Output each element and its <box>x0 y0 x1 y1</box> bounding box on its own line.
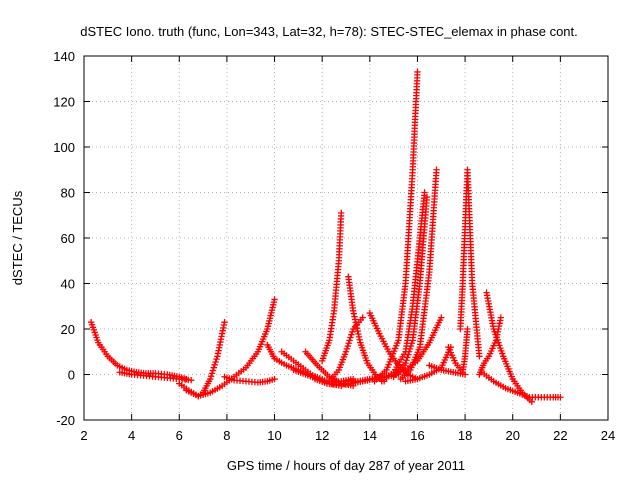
data-point <box>438 314 445 321</box>
data-point <box>464 325 471 333</box>
data-point <box>359 314 366 321</box>
data-point <box>476 353 483 360</box>
data-series <box>116 369 195 384</box>
data-point <box>557 394 564 401</box>
data-point <box>349 307 357 314</box>
data-point <box>345 340 352 347</box>
data-point <box>407 342 415 350</box>
data-point <box>211 361 218 369</box>
x-tick-label: 24 <box>601 428 615 443</box>
data-point <box>405 348 413 355</box>
y-axis: -20 0 20 40 60 80 100 120 140 <box>53 49 608 428</box>
data-series <box>457 166 483 360</box>
data-point <box>423 193 431 201</box>
data-series <box>397 166 440 383</box>
data-point <box>343 345 351 353</box>
data-series <box>183 296 278 400</box>
data-series <box>371 68 421 385</box>
data-series <box>326 314 366 385</box>
data-point <box>414 68 421 76</box>
data-series <box>221 373 278 386</box>
data-series <box>478 369 564 401</box>
x-tick-label: 16 <box>410 428 424 443</box>
data-series <box>390 193 431 380</box>
data-point <box>405 351 412 358</box>
x-axis: 2 4 6 8 10 12 14 16 18 20 22 24 <box>80 56 615 443</box>
data-point <box>344 342 351 350</box>
data-point <box>212 358 219 366</box>
x-axis-label: GPS time / hours of day 287 of year 2011 <box>227 458 465 473</box>
data-point <box>338 209 345 217</box>
y-tick-label: -20 <box>56 413 75 428</box>
data-point <box>271 375 278 383</box>
y-tick-label: 120 <box>53 95 75 110</box>
data-point <box>404 354 411 361</box>
data-point <box>221 318 228 326</box>
data-point <box>346 337 353 344</box>
y-tick-label: 80 <box>61 186 75 201</box>
x-tick-label: 22 <box>553 428 567 443</box>
data-point <box>497 314 505 321</box>
data-series <box>445 325 471 376</box>
x-tick-label: 20 <box>505 428 519 443</box>
data-point <box>208 370 216 377</box>
data-point <box>207 373 215 380</box>
data-series <box>378 189 428 385</box>
data-point <box>348 331 355 338</box>
data-point <box>209 367 217 374</box>
data-points <box>87 68 564 405</box>
data-point <box>347 334 354 341</box>
data-point <box>402 359 409 367</box>
data-point <box>207 375 214 383</box>
chart-title: dSTEC Iono. truth (func, Lon=343, Lat=32… <box>80 24 578 39</box>
y-tick-label: 100 <box>53 140 75 155</box>
y-tick-label: 140 <box>53 49 75 64</box>
x-tick-label: 18 <box>458 428 472 443</box>
y-tick-label: 60 <box>61 231 75 246</box>
data-point <box>271 296 278 303</box>
data-point <box>187 376 195 384</box>
plot-frame <box>83 55 609 421</box>
data-series <box>483 289 535 405</box>
y-tick-label: 40 <box>61 277 75 292</box>
data-point <box>403 357 410 364</box>
data-point <box>433 166 440 173</box>
y-tick-label: 20 <box>61 322 75 337</box>
data-point <box>213 355 220 363</box>
data-series <box>318 209 345 365</box>
x-tick-label: 14 <box>363 428 377 443</box>
data-point <box>408 340 415 347</box>
data-point <box>421 189 428 196</box>
y-axis-label: dSTEC / TECUs <box>10 190 25 285</box>
x-tick-label: 8 <box>223 428 230 443</box>
grid <box>84 56 608 420</box>
data-point <box>342 348 350 355</box>
data-point <box>406 345 414 353</box>
x-tick-label: 10 <box>267 428 281 443</box>
data-point <box>210 364 218 371</box>
x-tick-label: 12 <box>315 428 329 443</box>
y-tick-label: 0 <box>68 368 75 383</box>
x-tick-label: 2 <box>80 428 87 443</box>
x-tick-label: 4 <box>128 428 135 443</box>
data-point <box>349 328 356 336</box>
data-series <box>87 318 190 383</box>
x-tick-label: 6 <box>176 428 183 443</box>
